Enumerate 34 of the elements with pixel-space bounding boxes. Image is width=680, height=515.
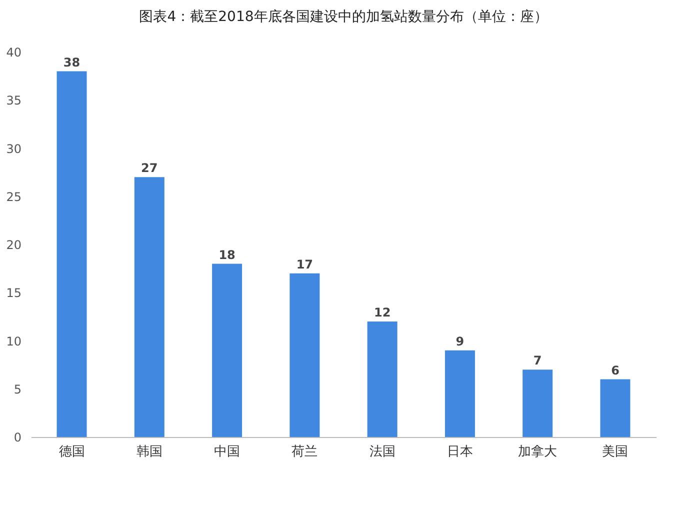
bar xyxy=(134,177,164,437)
x-tick-label: 加拿大 xyxy=(518,444,558,460)
x-tick-label: 韩国 xyxy=(136,444,162,460)
y-tick-label: 35 xyxy=(6,94,22,108)
bar xyxy=(444,350,475,437)
x-tick-label: 中国 xyxy=(214,444,240,460)
x-tick-label: 荷兰 xyxy=(292,444,318,460)
bar xyxy=(290,273,320,437)
x-tick-label: 德国 xyxy=(58,444,85,460)
data-label: 17 xyxy=(296,257,314,272)
data-label: 27 xyxy=(141,161,158,176)
bar xyxy=(522,370,553,437)
y-tick-label: 10 xyxy=(6,334,22,348)
y-tick-label: 40 xyxy=(6,46,22,60)
data-label: 38 xyxy=(63,55,80,70)
data-label: 18 xyxy=(218,248,236,262)
data-label: 12 xyxy=(374,306,391,320)
data-label: 6 xyxy=(611,363,620,378)
x-tick-label: 法国 xyxy=(369,444,396,460)
x-tick-label: 日本 xyxy=(446,444,473,460)
x-tick-label: 美国 xyxy=(602,444,628,460)
data-label: 7 xyxy=(533,354,542,368)
y-tick-label: 30 xyxy=(6,142,22,156)
data-label: 9 xyxy=(456,334,464,348)
y-tick-label: 0 xyxy=(14,430,22,444)
bar xyxy=(212,264,242,437)
chart-title: 图表4：截至2018年底各国建设中的加氢站数量分布（单位：座） xyxy=(139,9,548,25)
y-tick-label: 25 xyxy=(6,190,22,204)
y-tick-label: 15 xyxy=(6,286,22,300)
y-tick-label: 5 xyxy=(14,382,22,396)
bar xyxy=(600,379,630,437)
bar xyxy=(56,71,87,437)
y-tick-label: 20 xyxy=(6,238,22,252)
bar xyxy=(367,322,398,437)
